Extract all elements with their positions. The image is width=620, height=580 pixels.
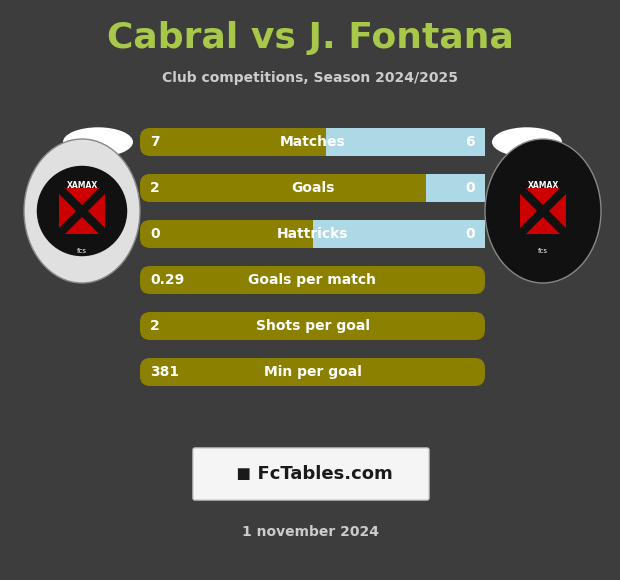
Text: 0: 0 [466,227,475,241]
Text: 1 november 2024: 1 november 2024 [242,525,378,539]
FancyBboxPatch shape [140,266,485,294]
Text: XAMAX: XAMAX [66,182,97,190]
Circle shape [498,166,588,256]
Text: 7: 7 [150,135,159,149]
Text: Goals: Goals [291,181,334,195]
Text: Cabral vs J. Fontana: Cabral vs J. Fontana [107,21,513,55]
FancyBboxPatch shape [140,220,485,248]
Bar [427,174,485,202]
Text: 0.29: 0.29 [150,273,184,287]
Text: XAMAX: XAMAX [528,182,559,190]
Ellipse shape [24,139,140,283]
Text: 2: 2 [150,319,160,333]
FancyBboxPatch shape [140,358,485,386]
Ellipse shape [492,127,562,157]
Text: Hattricks: Hattricks [277,227,348,241]
Circle shape [37,166,127,256]
Bar [326,128,485,156]
FancyBboxPatch shape [193,448,429,500]
Text: 0: 0 [466,181,475,195]
Ellipse shape [63,127,133,157]
FancyBboxPatch shape [473,128,485,156]
Text: fcs: fcs [77,248,87,253]
Text: Min per goal: Min per goal [264,365,361,379]
FancyBboxPatch shape [140,312,485,340]
Text: Shots per goal: Shots per goal [255,319,370,333]
Text: 0: 0 [150,227,159,241]
FancyBboxPatch shape [473,174,485,202]
Text: 2: 2 [150,181,160,195]
Text: Matches: Matches [280,135,345,149]
Text: 381: 381 [150,365,179,379]
FancyBboxPatch shape [140,174,485,202]
Ellipse shape [485,139,601,283]
Bar [312,220,485,248]
Text: Goals per match: Goals per match [249,273,376,287]
Text: ◼ FcTables.com: ◼ FcTables.com [229,465,392,483]
FancyBboxPatch shape [140,128,485,156]
Text: Club competitions, Season 2024/2025: Club competitions, Season 2024/2025 [162,71,458,85]
FancyBboxPatch shape [473,220,485,248]
Text: 6: 6 [466,135,475,149]
Text: fcs: fcs [538,248,548,253]
